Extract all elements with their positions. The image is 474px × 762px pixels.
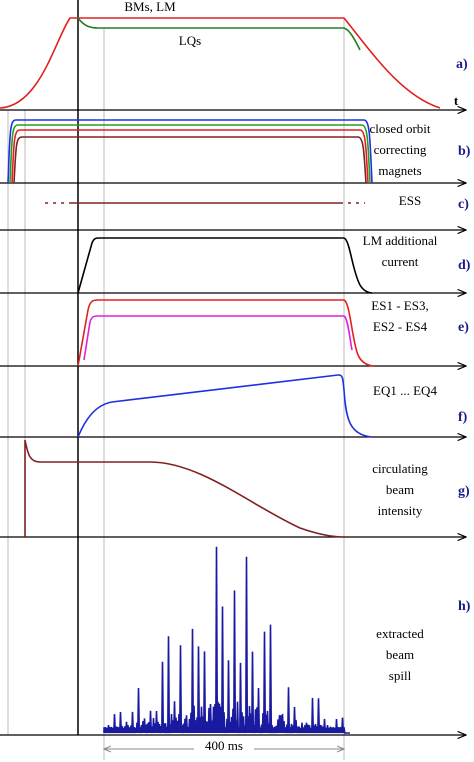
panel-label: LM additional <box>363 233 438 248</box>
axis-label: t <box>454 93 459 108</box>
panel-label: intensity <box>378 503 423 518</box>
time-axes <box>0 110 466 735</box>
duration-label: 400 ms <box>205 738 243 753</box>
panel-letter: b) <box>458 144 471 159</box>
panel-label: beam <box>386 647 414 662</box>
panel-letter: g) <box>458 484 470 499</box>
panel-label: spill <box>389 668 412 683</box>
panel-label: correcting <box>374 142 427 157</box>
panel-letter: f) <box>458 410 468 425</box>
panel-label: beam <box>386 482 414 497</box>
panel-label: closed orbit <box>369 121 430 136</box>
panel-label: extracted <box>376 626 424 641</box>
panel-label: ES1 - ES3, <box>371 298 428 313</box>
panel-label: EQ1 ... EQ4 <box>373 383 437 398</box>
panel-label: current <box>382 254 419 269</box>
panel-label: circulating <box>372 461 428 476</box>
panel-label: ES2 - ES4 <box>373 319 428 334</box>
panel-labels: b) closed orbit correcting magnets c) ESS d) LM… <box>363 121 471 683</box>
curves <box>0 17 441 734</box>
panel-letter: a) <box>456 57 468 72</box>
inner-label: LQs <box>179 33 201 48</box>
top-label: BMs, LM <box>124 0 176 14</box>
label-bg <box>194 739 254 755</box>
panel-letter: d) <box>458 258 471 273</box>
panel-letter: c) <box>458 197 469 212</box>
panel-label: ESS <box>399 193 421 208</box>
panel-label: magnets <box>378 163 421 178</box>
guides <box>7 0 345 760</box>
panel-letter: e) <box>458 320 469 335</box>
panel-letter: h) <box>458 599 471 614</box>
